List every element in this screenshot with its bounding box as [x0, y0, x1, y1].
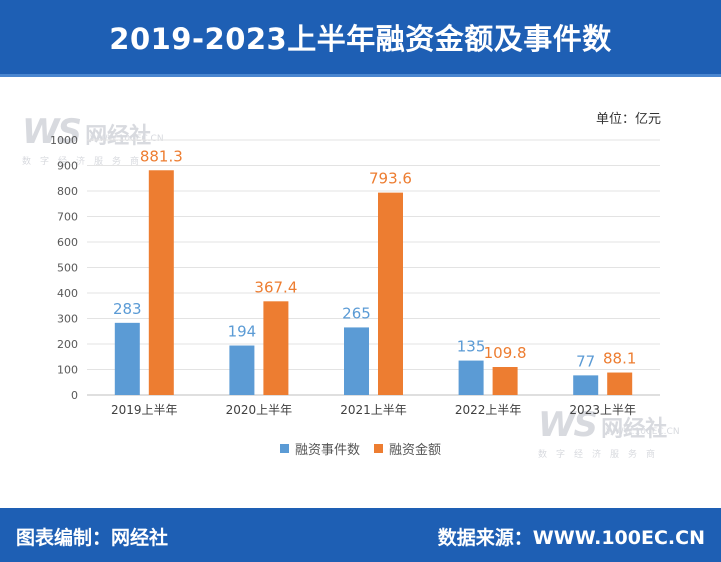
footer-credit: 图表编制：网经社: [16, 527, 169, 549]
footer-source: 数据来源：WWW.100EC.CN: [437, 527, 705, 549]
bar-events: [114, 322, 140, 395]
y-tick-label: 600: [57, 236, 78, 249]
bar-events: [229, 345, 255, 395]
unit-label: 单位：亿元: [595, 112, 661, 127]
bar-amount: [263, 301, 289, 395]
x-tick-label: 2020上半年: [226, 403, 293, 417]
y-tick-label: 200: [57, 338, 78, 351]
x-tick-label: 2021上半年: [340, 403, 407, 417]
legend-swatch-events: [279, 444, 289, 453]
y-tick-label: 100: [57, 364, 78, 377]
y-tick-label: 700: [57, 211, 78, 224]
data-label-amount: 367.4: [254, 278, 297, 296]
legend-label-amount: 融资金额: [389, 443, 442, 458]
footer-bar: 图表编制：网经社 数据来源：WWW.100EC.CN: [0, 508, 721, 562]
legend-item-amount: 融资金额: [374, 439, 441, 458]
legend-label-events: 融资事件数: [294, 443, 360, 458]
data-label-amount: 793.6: [369, 170, 412, 188]
data-label-events: 194: [228, 323, 257, 341]
y-tick-label: 300: [57, 313, 78, 326]
x-tick-label: 2022上半年: [455, 403, 522, 417]
y-tick-label: 1000: [50, 134, 78, 147]
chart-legend: 融资事件数 融资金额: [0, 439, 721, 458]
y-tick-label: 500: [57, 262, 78, 275]
data-label-amount: 88.1: [603, 350, 636, 368]
header-divider: [0, 74, 721, 77]
data-label-events: 77: [576, 352, 595, 370]
data-label-events: 283: [113, 300, 142, 318]
bar-events: [458, 360, 484, 395]
y-tick-label: 800: [57, 185, 78, 198]
page-title: 2019-2023上半年融资金额及事件数: [109, 22, 612, 56]
data-label-events: 135: [457, 338, 486, 356]
bar-events: [573, 375, 599, 395]
x-tick-label: 2019上半年: [111, 403, 178, 417]
y-tick-label: 0: [71, 389, 78, 402]
data-label-amount: 881.3: [140, 147, 183, 165]
bar-amount: [378, 192, 403, 395]
header-bar: 2019-2023上半年融资金额及事件数: [0, 0, 721, 74]
bar-amount: [148, 170, 174, 395]
legend-item-events: 融资事件数: [279, 439, 360, 458]
y-tick-label: 900: [57, 160, 78, 173]
legend-swatch-amount: [374, 444, 383, 453]
data-label-events: 265: [342, 304, 371, 322]
y-tick-label: 400: [57, 287, 78, 300]
bar-amount: [492, 367, 518, 395]
data-label-amount: 109.8: [484, 344, 527, 362]
bar-events: [344, 327, 369, 395]
bar-amount: [607, 372, 633, 395]
x-tick-label: 2023上半年: [569, 403, 636, 417]
